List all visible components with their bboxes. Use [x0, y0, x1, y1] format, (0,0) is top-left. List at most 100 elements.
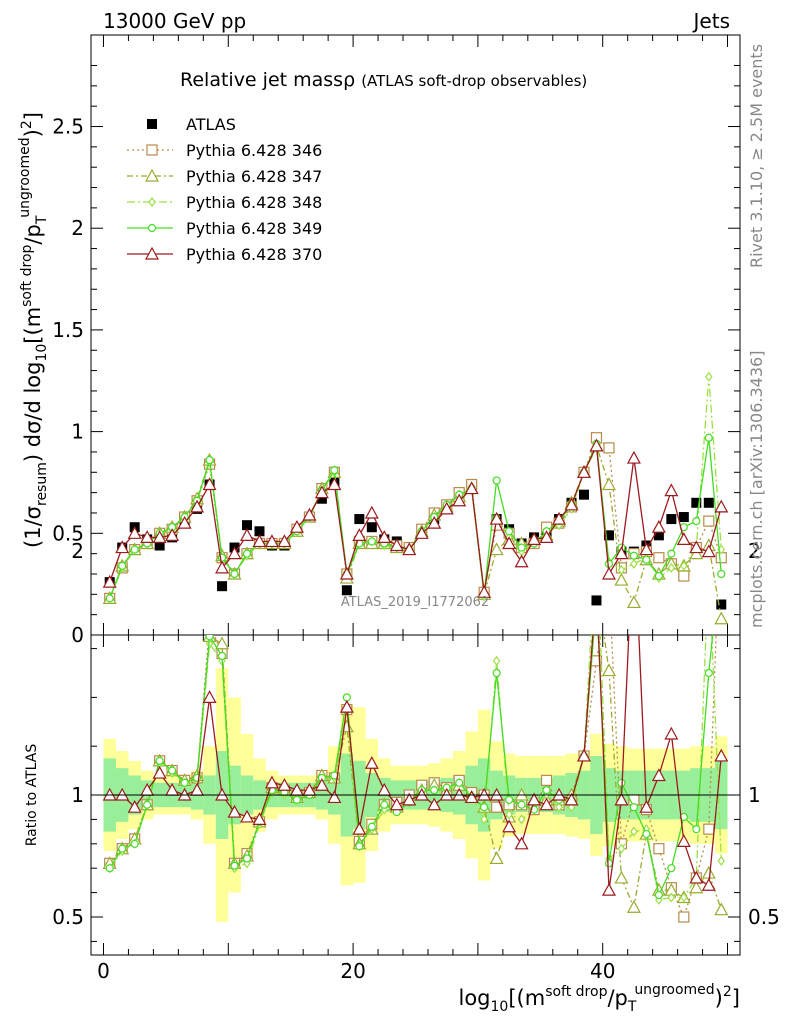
data-point [477, 585, 492, 598]
data-point [242, 520, 253, 531]
data-point [339, 699, 354, 713]
legend-entry: Pythia 6.428 346 [127, 141, 322, 160]
data-point [692, 825, 701, 834]
data-point [653, 530, 664, 541]
data-point [614, 792, 629, 806]
data-point [289, 519, 304, 533]
y-tick-label-ratio: 1 [71, 783, 84, 807]
series-line [109, 635, 722, 910]
legend-marker [148, 197, 156, 207]
data-point [439, 501, 454, 515]
svg-text:log10[(msoft drop/pTungroomed): log10[(msoft drop/pTungroomed)2] [459, 982, 741, 1015]
data-point [617, 564, 626, 575]
data-point [327, 790, 342, 804]
data-point [539, 797, 554, 811]
data-point [215, 560, 230, 574]
data-point [215, 636, 230, 650]
data-point [517, 543, 526, 552]
data-point [292, 795, 302, 804]
y-tick-label-main: 1.5 [52, 318, 84, 342]
data-point [277, 777, 292, 791]
data-point [314, 485, 329, 499]
data-point [377, 530, 392, 543]
y-tick-label-ratio: 0.5 [748, 905, 780, 929]
data-point [678, 512, 689, 523]
data-point [601, 663, 616, 677]
legend-label: Pythia 6.428 346 [186, 141, 322, 160]
data-point [717, 855, 726, 866]
axis-ticks: 0 20 40 0.5 1 1.5 2 2.5 0 0.5 0.5 1 1 2 2 [52, 35, 780, 983]
data-point [402, 542, 417, 556]
data-point [341, 585, 352, 596]
data-point [704, 433, 713, 442]
data-point [590, 574, 602, 585]
data-point [217, 581, 228, 592]
legend-entry: Pythia 6.428 347 [127, 167, 322, 186]
data-point [667, 892, 676, 903]
data-point [630, 826, 638, 837]
data-point [252, 534, 267, 548]
data-point [689, 880, 704, 894]
data-point [330, 466, 339, 475]
analysis-watermark: ATLAS_2019_I1772062 [341, 595, 489, 610]
data-point [689, 546, 704, 560]
y-tick-label-main: 0 [71, 623, 84, 647]
data-point [502, 819, 517, 833]
y-tick-label-ratio: 2 [71, 539, 84, 563]
series-pythia-6.428-347 [102, 574, 729, 916]
data-point [389, 538, 404, 552]
y-tick-label-main: 2.5 [52, 115, 84, 139]
y-tick-label-main: 2 [71, 216, 84, 240]
data-point [676, 532, 691, 546]
series-line [109, 444, 722, 619]
data-point [639, 542, 654, 556]
data-point [603, 442, 615, 454]
data-point [427, 797, 442, 811]
data-point [604, 559, 614, 568]
data-point [576, 465, 592, 478]
x-tick-label: 40 [590, 959, 615, 983]
data-point [489, 851, 504, 865]
data-point [480, 803, 489, 812]
data-point [277, 534, 292, 548]
data-point [339, 566, 354, 580]
data-point [352, 821, 367, 835]
data-point [664, 483, 679, 497]
data-point [252, 812, 267, 826]
data-point [430, 786, 439, 795]
data-point [604, 859, 614, 868]
data-point [190, 499, 205, 513]
data-point [667, 562, 676, 573]
legend-label: Pythia 6.428 348 [186, 193, 322, 212]
main-panel-series [102, 371, 729, 625]
data-point [629, 551, 639, 560]
data-point [327, 477, 342, 491]
legend-entry: Pythia 6.428 370 [127, 245, 322, 264]
data-point [489, 542, 504, 556]
data-point [703, 497, 714, 508]
data-point [692, 517, 701, 526]
data-point [130, 839, 139, 848]
series-line [109, 635, 717, 919]
data-point [626, 450, 641, 464]
rivet-side-label: Rivet 3.1.10, ≥ 2.5M events [747, 44, 766, 268]
data-point [180, 778, 189, 787]
data-point [355, 842, 364, 851]
data-point [227, 546, 242, 560]
data-point [464, 790, 479, 804]
y-tick-label-ratio: 2 [748, 539, 761, 563]
svg-text:(1/σresum) dσ/d log10[(msoft d: (1/σresum) dσ/d log10[(msoft drop/pTungr… [17, 112, 50, 548]
data-point [177, 515, 192, 529]
data-point [514, 836, 529, 850]
data-point [555, 802, 563, 813]
data-point [704, 668, 713, 678]
series-line [109, 635, 722, 901]
data-point [230, 569, 239, 579]
data-point [701, 865, 716, 879]
data-point [480, 814, 488, 825]
data-point [591, 595, 602, 606]
x-tick-label: 20 [340, 959, 365, 983]
data-point [102, 574, 117, 588]
series-pythia-6.428-348 [105, 635, 726, 905]
data-point [651, 519, 666, 533]
